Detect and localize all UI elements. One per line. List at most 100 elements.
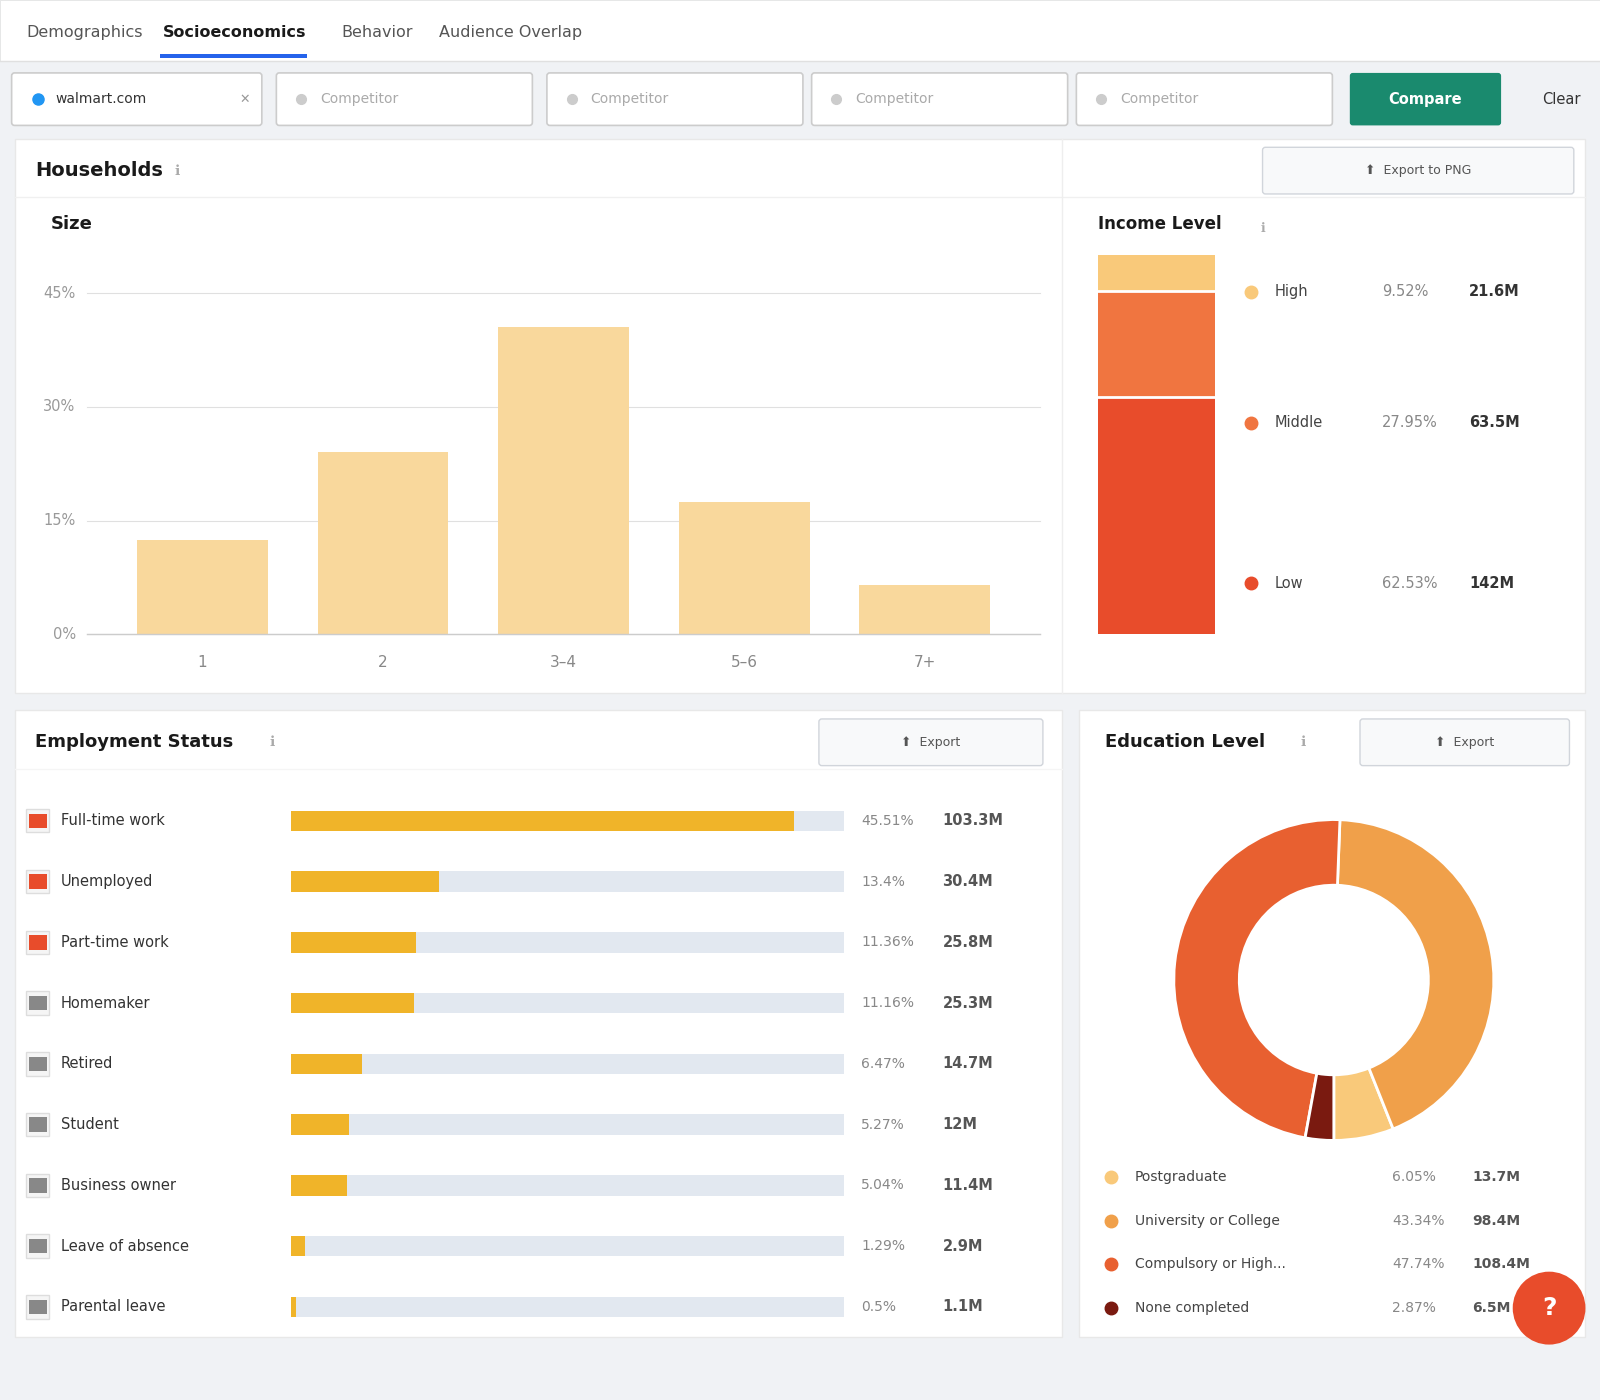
Text: 6.47%: 6.47% (861, 1057, 906, 1071)
Text: Competitor: Competitor (856, 92, 933, 106)
Bar (291, 871, 438, 892)
Text: 11.4M: 11.4M (942, 1177, 994, 1193)
Text: walmart.com: walmart.com (56, 92, 147, 106)
Bar (678, 501, 810, 634)
Text: 7+: 7+ (914, 655, 936, 669)
Bar (291, 1236, 843, 1256)
Bar (29, 1057, 46, 1071)
Text: 2: 2 (378, 655, 387, 669)
Bar (26, 1235, 50, 1257)
Text: 103.3M: 103.3M (942, 813, 1003, 829)
Bar (29, 935, 46, 949)
FancyBboxPatch shape (1262, 147, 1574, 195)
Text: Parental leave: Parental leave (61, 1299, 165, 1315)
Text: Compulsory or High...: Compulsory or High... (1134, 1257, 1285, 1271)
Text: Competitor: Competitor (320, 92, 398, 106)
Text: 9.52%: 9.52% (1382, 284, 1429, 300)
Bar (291, 811, 843, 832)
Text: Low: Low (1274, 575, 1302, 591)
Text: 21.6M: 21.6M (1469, 284, 1520, 300)
Text: 62.53%: 62.53% (1382, 575, 1437, 591)
Text: Employment Status: Employment Status (35, 734, 234, 752)
Bar (26, 991, 50, 1015)
FancyBboxPatch shape (277, 73, 533, 126)
Text: ℹ: ℹ (269, 735, 274, 749)
Bar (291, 932, 843, 952)
Text: 0.5%: 0.5% (861, 1301, 896, 1315)
Text: 11.36%: 11.36% (861, 935, 914, 949)
Text: 15%: 15% (43, 514, 75, 528)
Wedge shape (1334, 1068, 1394, 1141)
Text: Education Level: Education Level (1106, 734, 1266, 752)
Text: 5–6: 5–6 (731, 655, 758, 669)
Bar (317, 452, 448, 634)
Bar (291, 1296, 843, 1317)
Text: 2.87%: 2.87% (1392, 1301, 1435, 1315)
Text: 6.5M: 6.5M (1472, 1301, 1510, 1315)
Bar (291, 993, 843, 1014)
Bar (291, 871, 843, 892)
Bar (29, 1239, 46, 1253)
Text: Unemployed: Unemployed (61, 874, 154, 889)
Bar (26, 1295, 50, 1319)
Text: 45%: 45% (43, 286, 75, 301)
Bar (138, 539, 267, 634)
Bar (859, 585, 990, 634)
Text: Competitor: Competitor (1120, 92, 1198, 106)
Bar (14, 710, 1062, 1337)
Bar (29, 1177, 46, 1193)
Text: 25.8M: 25.8M (942, 935, 994, 949)
Text: Income Level: Income Level (1098, 216, 1222, 232)
Bar (160, 55, 307, 59)
Bar (291, 1236, 306, 1256)
Bar (29, 874, 46, 889)
Text: None completed: None completed (1134, 1301, 1248, 1315)
Text: 108.4M: 108.4M (1472, 1257, 1530, 1271)
Bar (0, 0, 1600, 62)
Bar (29, 813, 46, 827)
FancyBboxPatch shape (811, 73, 1067, 126)
Bar (26, 1053, 50, 1075)
Text: ℹ: ℹ (174, 164, 179, 178)
Text: Middle: Middle (1274, 416, 1323, 430)
Text: 6.05%: 6.05% (1392, 1170, 1435, 1184)
Text: Business owner: Business owner (61, 1177, 176, 1193)
Text: 30.4M: 30.4M (942, 874, 994, 889)
Text: ✕: ✕ (238, 92, 250, 105)
Bar (291, 1114, 349, 1135)
Text: ℹ: ℹ (1261, 223, 1266, 235)
Text: ⬆  Export to PNG: ⬆ Export to PNG (1365, 164, 1472, 178)
Text: 63.5M: 63.5M (1469, 416, 1520, 430)
FancyBboxPatch shape (1360, 720, 1570, 766)
Bar (291, 1114, 843, 1135)
Circle shape (1512, 1271, 1586, 1344)
Text: 0%: 0% (53, 627, 75, 641)
Text: Clear: Clear (1542, 91, 1581, 106)
Bar (1080, 710, 1586, 1337)
Bar (291, 1175, 347, 1196)
Text: Postgraduate: Postgraduate (1134, 1170, 1227, 1184)
Bar (29, 1117, 46, 1133)
Text: 3–4: 3–4 (550, 655, 578, 669)
Text: ℹ: ℹ (1301, 735, 1306, 749)
Bar (291, 932, 416, 952)
Text: ?: ? (1542, 1296, 1557, 1320)
Text: Behavior: Behavior (342, 25, 413, 39)
Bar (26, 809, 50, 833)
Text: High: High (1274, 284, 1307, 300)
FancyBboxPatch shape (547, 73, 803, 126)
Text: 5.04%: 5.04% (861, 1179, 906, 1193)
Text: University or College: University or College (1134, 1214, 1280, 1228)
Text: 142M: 142M (1469, 575, 1514, 591)
Bar (498, 328, 629, 634)
Text: 47.74%: 47.74% (1392, 1257, 1445, 1271)
Bar (291, 993, 414, 1014)
FancyBboxPatch shape (1350, 73, 1501, 126)
Wedge shape (1338, 820, 1494, 1128)
Text: 12M: 12M (942, 1117, 978, 1133)
FancyBboxPatch shape (819, 720, 1043, 766)
Text: Households: Households (35, 161, 163, 181)
Bar (29, 1299, 46, 1315)
Text: Leave of absence: Leave of absence (61, 1239, 189, 1253)
Text: ⬆  Export: ⬆ Export (1435, 736, 1494, 749)
